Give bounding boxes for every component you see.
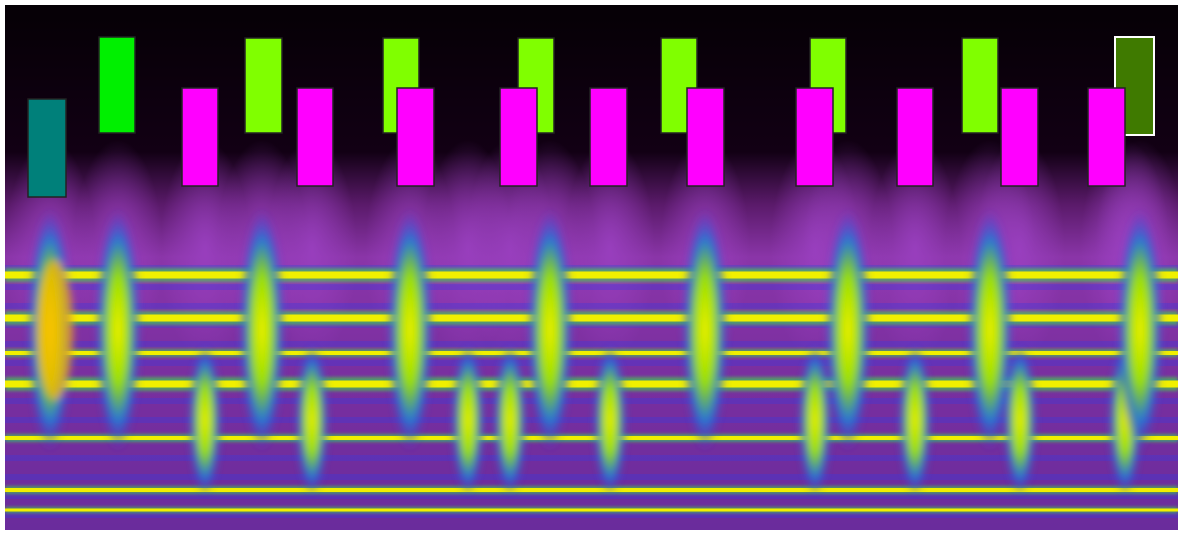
band-line — [5, 488, 1178, 492]
box — [590, 88, 627, 186]
burst — [683, 210, 727, 450]
box — [1088, 88, 1125, 186]
band-line — [5, 436, 1178, 440]
page: (() => { const svg = document.getElement… — [0, 0, 1178, 536]
burst — [494, 345, 526, 495]
burst — [240, 210, 284, 450]
burst — [826, 210, 870, 450]
box — [245, 38, 282, 133]
burst — [388, 210, 432, 450]
box — [297, 88, 333, 186]
blue-streak — [5, 474, 1178, 480]
band-line — [5, 509, 1178, 512]
box — [962, 38, 998, 133]
burst — [452, 345, 484, 495]
burst — [1118, 210, 1162, 450]
box — [397, 88, 434, 186]
burst — [594, 345, 626, 495]
burst — [189, 345, 221, 495]
burst — [296, 345, 328, 495]
burst — [1004, 345, 1036, 495]
box — [182, 88, 218, 186]
box — [897, 88, 933, 186]
box — [28, 99, 66, 197]
burst — [899, 345, 931, 495]
box — [687, 88, 724, 186]
burst-core — [37, 260, 73, 400]
box — [1001, 88, 1038, 186]
burst — [799, 345, 831, 495]
box — [796, 88, 833, 186]
box — [99, 37, 135, 133]
burst — [96, 210, 140, 450]
box — [500, 88, 537, 186]
spectrogram-view — [0, 0, 1178, 536]
burst — [528, 210, 572, 450]
blue-streak — [5, 455, 1178, 461]
spectrogram — [5, 5, 1178, 530]
